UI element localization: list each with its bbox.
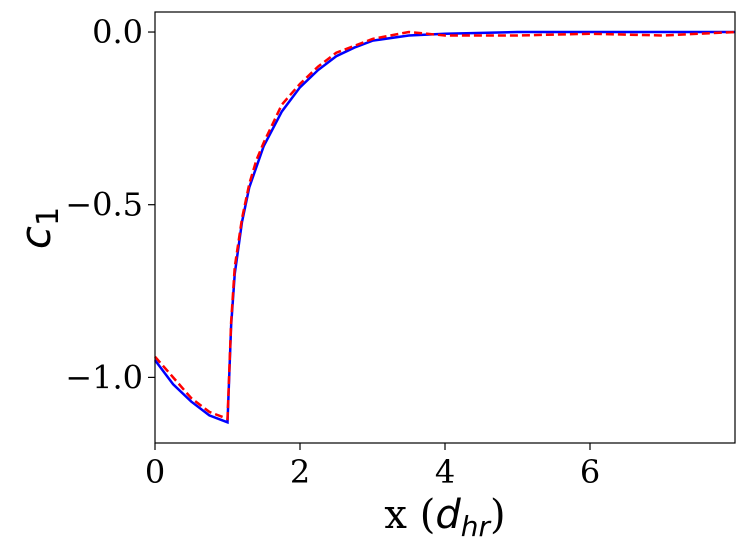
x-tick-label: 2	[290, 453, 310, 491]
x-tick-label: 6	[580, 453, 600, 491]
y-label-part: c	[11, 226, 60, 249]
x-tick-label: 4	[435, 453, 455, 491]
series-line	[154, 30, 736, 421]
x-label-part: d	[435, 492, 461, 538]
y-tick-label: −1.0	[65, 358, 143, 396]
y-tick-label: −0.5	[65, 186, 143, 224]
x-tick-label: 0	[145, 453, 165, 491]
y-label-part: 1	[31, 207, 66, 226]
plot-frame	[154, 11, 736, 444]
y-axis-label: c1	[11, 207, 66, 249]
y-tick-label: 0.0	[92, 13, 143, 51]
x-axis-label: x (dhr)	[384, 492, 505, 543]
x-label-part: )	[490, 492, 506, 538]
x-label-part: x (	[384, 492, 435, 538]
series-line	[153, 30, 735, 425]
x-label-part: hr	[461, 510, 492, 543]
